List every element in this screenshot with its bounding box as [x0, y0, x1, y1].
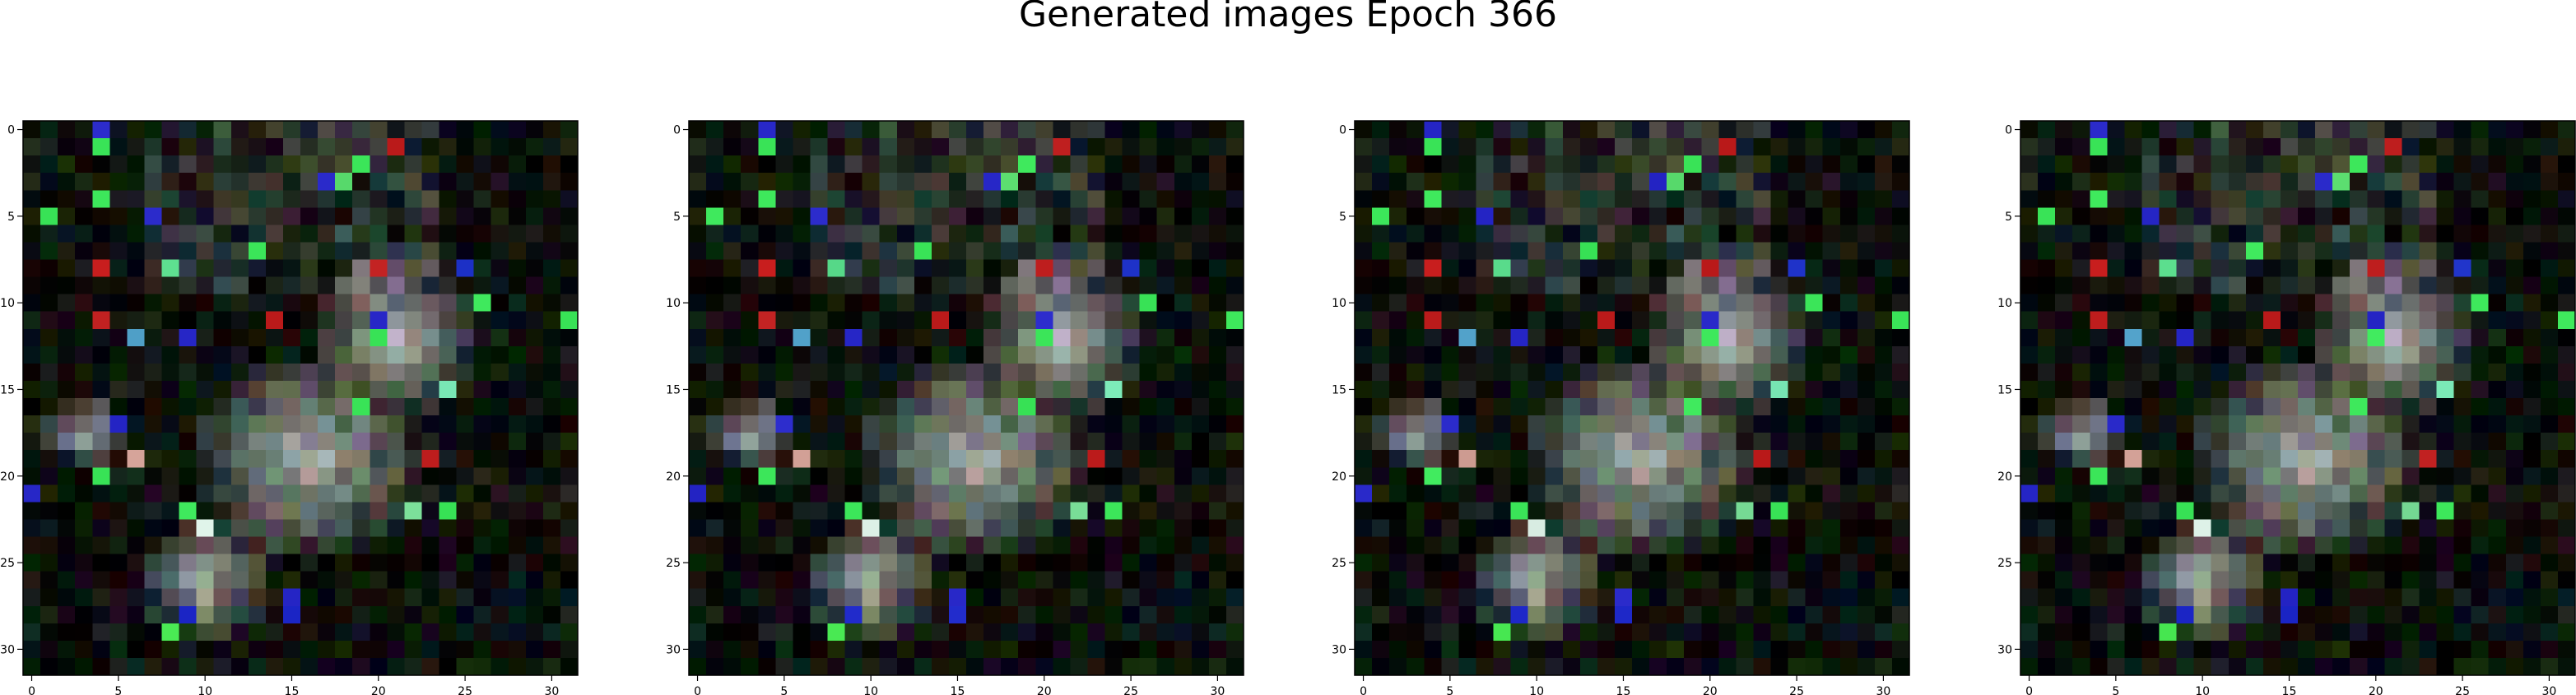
y-tick-label: 0 — [673, 124, 681, 137]
y-tick-label: 25 — [1997, 557, 2012, 570]
x-tick-label: 15 — [951, 685, 965, 695]
y-tick-label: 30 — [1332, 643, 1346, 656]
x-tick-label: 10 — [863, 685, 878, 695]
image-pixels — [2020, 121, 2576, 676]
x-tick-label: 30 — [544, 685, 559, 695]
y-tick-label: 30 — [1997, 643, 2012, 656]
x-tick-label: 20 — [1703, 685, 1718, 695]
x-tick-label: 15 — [2282, 685, 2297, 695]
x-tick-label: 10 — [198, 685, 212, 695]
generated-image-3: 0 5 10 15 20 25 30 0 5 10 15 20 25 30 — [1332, 120, 1910, 695]
y-tick-label: 0 — [1339, 124, 1346, 137]
x-tick-label: 5 — [2112, 685, 2119, 695]
generated-image-1: 0 5 10 15 20 25 30 0 5 10 15 20 25 30 — [0, 120, 579, 695]
y-tick-label: 15 — [0, 383, 15, 396]
y-tick-label: 10 — [0, 297, 15, 310]
x-tick-label: 10 — [2195, 685, 2210, 695]
x-tick-label: 15 — [285, 685, 300, 695]
image-pixels — [23, 121, 579, 676]
x-tick-label: 25 — [1789, 685, 1804, 695]
x-tick-label: 5 — [1446, 685, 1453, 695]
y-tick-label: 15 — [666, 383, 681, 396]
x-tick-label: 25 — [2455, 685, 2470, 695]
image-pixels — [1355, 121, 1910, 676]
axes-frame — [2020, 120, 2576, 676]
x-tick-label: 20 — [371, 685, 386, 695]
generated-image-2: 0 5 10 15 20 25 30 0 5 10 15 20 25 30 — [666, 120, 1244, 695]
y-tick-label: 25 — [666, 557, 681, 570]
x-tick-label: 10 — [1529, 685, 1544, 695]
x-tick-label: 5 — [114, 685, 122, 695]
y-tick-label: 25 — [0, 557, 15, 570]
axes-frame — [22, 120, 579, 676]
x-tick-label: 15 — [1616, 685, 1631, 695]
y-tick-label: 15 — [1332, 383, 1346, 396]
x-tick-label: 30 — [1210, 685, 1225, 695]
x-tick-label: 0 — [1360, 685, 1367, 695]
y-tick-label: 15 — [1997, 383, 2012, 396]
x-tick-label: 30 — [2541, 685, 2556, 695]
y-tick-label: 5 — [2005, 211, 2012, 224]
y-tick-label: 5 — [7, 211, 15, 224]
axes-frame — [688, 120, 1244, 676]
y-tick-label: 5 — [673, 211, 681, 224]
y-tick-label: 5 — [1339, 211, 1346, 224]
y-tick-label: 30 — [0, 643, 15, 656]
image-pixels — [689, 121, 1244, 676]
axes-frame — [1354, 120, 1910, 676]
y-tick-label: 20 — [0, 470, 15, 484]
x-tick-label: 0 — [28, 685, 35, 695]
y-tick-label: 20 — [1997, 470, 2012, 484]
x-tick-label: 30 — [1876, 685, 1890, 695]
generated-image-4: 0 5 10 15 20 25 30 0 5 10 15 20 25 30 — [1997, 120, 2576, 695]
y-tick-label: 10 — [1997, 297, 2012, 310]
figure-title: Generated images Epoch 366 — [1018, 0, 1558, 35]
y-tick-label: 20 — [1332, 470, 1346, 484]
y-tick-label: 20 — [666, 470, 681, 484]
x-tick-label: 25 — [1123, 685, 1138, 695]
y-tick-label: 25 — [1332, 557, 1346, 570]
x-tick-label: 0 — [2025, 685, 2033, 695]
y-tick-label: 0 — [2005, 124, 2012, 137]
x-tick-label: 20 — [2369, 685, 2383, 695]
x-tick-label: 5 — [780, 685, 788, 695]
y-tick-label: 10 — [1332, 297, 1346, 310]
y-tick-label: 30 — [666, 643, 681, 656]
x-tick-label: 20 — [1037, 685, 1052, 695]
y-tick-label: 0 — [7, 124, 15, 137]
y-tick-label: 10 — [666, 297, 681, 310]
x-tick-label: 25 — [458, 685, 472, 695]
x-tick-label: 0 — [694, 685, 701, 695]
